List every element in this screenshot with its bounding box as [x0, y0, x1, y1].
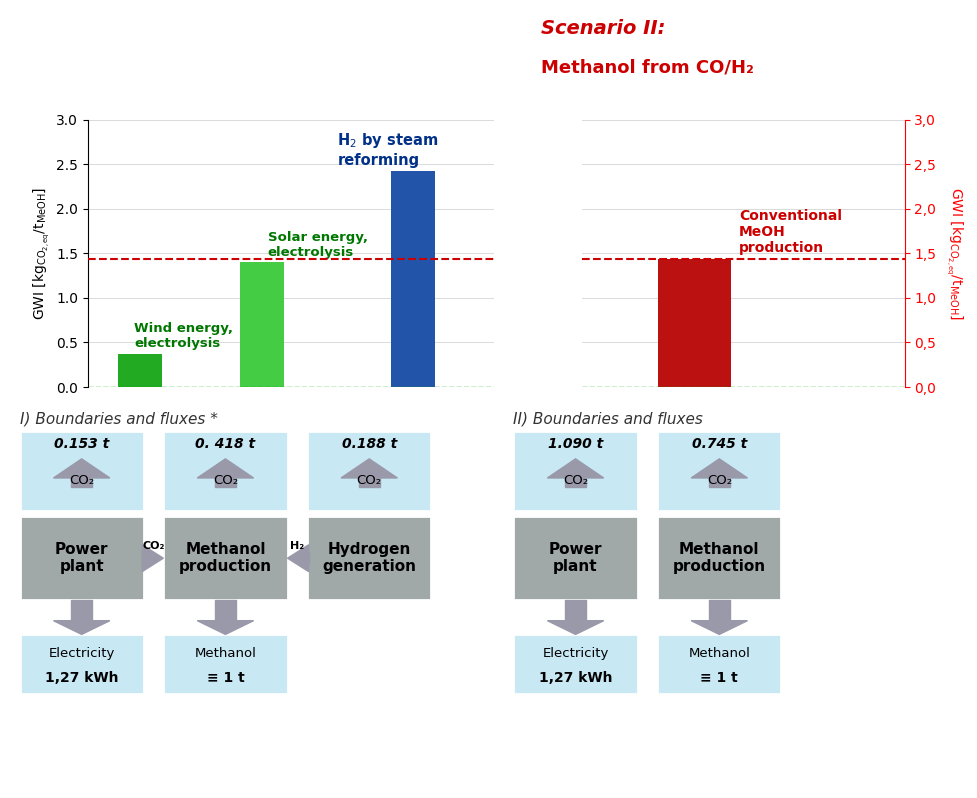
Text: Wind energy,
electrolysis: Wind energy, electrolysis: [134, 322, 234, 350]
Text: Conventional
MeOH
production: Conventional MeOH production: [739, 209, 841, 255]
Text: CO₂: CO₂: [563, 474, 587, 487]
Bar: [239, 263, 283, 387]
Bar: [390, 172, 435, 387]
Y-axis label: GWI [kg$_{\mathregular{CO_{2,eq}}}$/t$_{\mathregular{MeOH}}$]: GWI [kg$_{\mathregular{CO_{2,eq}}}$/t$_{…: [944, 187, 963, 320]
Text: Methanol: Methanol: [688, 647, 749, 660]
Text: Methanol
production: Methanol production: [179, 542, 272, 575]
Text: II) Boundaries and fluxes: II) Boundaries and fluxes: [513, 412, 702, 427]
Text: Power
plant: Power plant: [55, 542, 108, 575]
Text: Solar energy,
electrolysis: Solar energy, electrolysis: [268, 231, 367, 259]
Text: Power
plant: Power plant: [548, 542, 602, 575]
Text: 0.188 t: 0.188 t: [341, 437, 397, 452]
Text: 1,27 kWh: 1,27 kWh: [538, 670, 612, 685]
Text: Scenario I:: Scenario I:: [27, 19, 145, 38]
Text: Methanol from CO/H₂: Methanol from CO/H₂: [540, 58, 753, 77]
Text: ≡ 1 t: ≡ 1 t: [206, 670, 244, 685]
Bar: [657, 259, 730, 387]
Text: CO₂: CO₂: [69, 474, 94, 487]
Text: CO₂: CO₂: [357, 474, 381, 487]
Text: 0. 418 t: 0. 418 t: [195, 437, 255, 452]
Bar: [118, 354, 162, 387]
Text: 1.090 t: 1.090 t: [547, 437, 603, 452]
Text: Hydrogen
generation: Hydrogen generation: [321, 542, 416, 575]
Text: ≡ 1 t: ≡ 1 t: [700, 670, 738, 685]
Text: 1,27 kWh: 1,27 kWh: [45, 670, 118, 685]
Text: I) Boundaries and fluxes *: I) Boundaries and fluxes *: [20, 412, 217, 427]
Text: Methanol: Methanol: [194, 647, 256, 660]
Text: H$_2$ by steam
reforming: H$_2$ by steam reforming: [337, 132, 438, 168]
Text: H₂: H₂: [290, 541, 304, 551]
Text: Scenario II:: Scenario II:: [540, 19, 664, 38]
Text: Electricity: Electricity: [542, 647, 608, 660]
Text: Methanol
production: Methanol production: [672, 542, 765, 575]
Y-axis label: GWI [kg$_{\mathregular{CO_{2,eq}}}$/t$_{\mathregular{MeOH}}$]: GWI [kg$_{\mathregular{CO_{2,eq}}}$/t$_{…: [31, 187, 51, 320]
Text: Electricity: Electricity: [49, 647, 114, 660]
Text: CO₂: CO₂: [143, 541, 164, 551]
Text: CO₂: CO₂: [213, 474, 237, 487]
Text: 0.745 t: 0.745 t: [691, 437, 746, 452]
Text: 0.153 t: 0.153 t: [54, 437, 109, 452]
Text: CO₂: CO₂: [706, 474, 731, 487]
Text: Methanol from CO₂/H₂: Methanol from CO₂/H₂: [27, 58, 248, 77]
